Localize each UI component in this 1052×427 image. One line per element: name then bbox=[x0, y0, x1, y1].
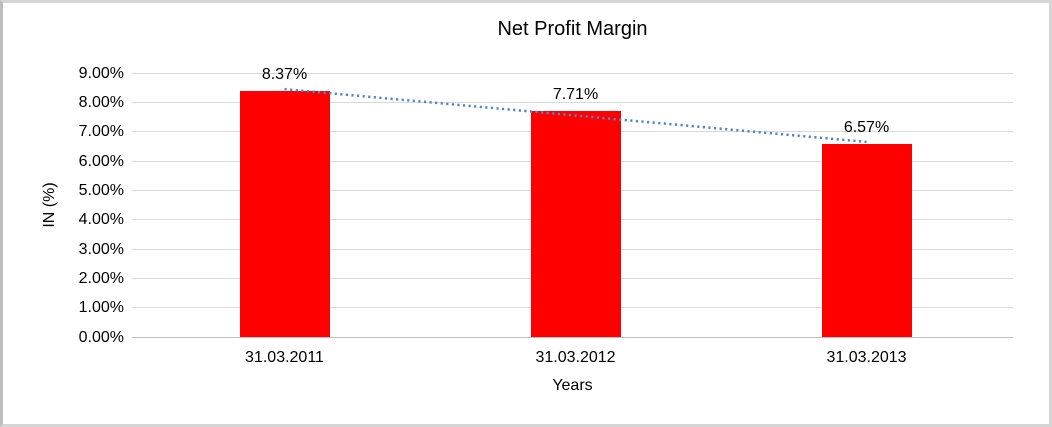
bar bbox=[530, 110, 621, 337]
y-tick-label: 3.00% bbox=[78, 240, 124, 258]
y-tick-label: 7.00% bbox=[78, 123, 124, 141]
gridline bbox=[132, 72, 1013, 74]
chart-title: Net Profit Margin bbox=[497, 18, 648, 40]
bar-value-label: 6.57% bbox=[843, 119, 890, 137]
x-axis-line bbox=[132, 336, 1013, 338]
y-tick-label: 4.00% bbox=[78, 211, 124, 229]
y-tick-label: 6.00% bbox=[78, 152, 124, 170]
y-tick-label: 0.00% bbox=[78, 328, 124, 346]
y-tick-label: 1.00% bbox=[78, 299, 124, 317]
y-tick-label: 9.00% bbox=[78, 64, 124, 82]
x-tick-label: 31.03.2011 bbox=[245, 349, 324, 366]
bar bbox=[239, 91, 330, 337]
x-tick-label: 31.03.2013 bbox=[826, 349, 907, 366]
bar-value-label: 8.37% bbox=[261, 66, 308, 84]
bar bbox=[821, 144, 912, 337]
x-tick-label: 31.03.2012 bbox=[535, 349, 616, 366]
y-tick-label: 8.00% bbox=[78, 93, 124, 111]
bar-value-label: 7.71% bbox=[552, 85, 599, 103]
y-tick-label: 2.00% bbox=[78, 269, 124, 287]
y-tick-label: 5.00% bbox=[78, 181, 124, 199]
x-axis-title: Years bbox=[552, 377, 593, 394]
